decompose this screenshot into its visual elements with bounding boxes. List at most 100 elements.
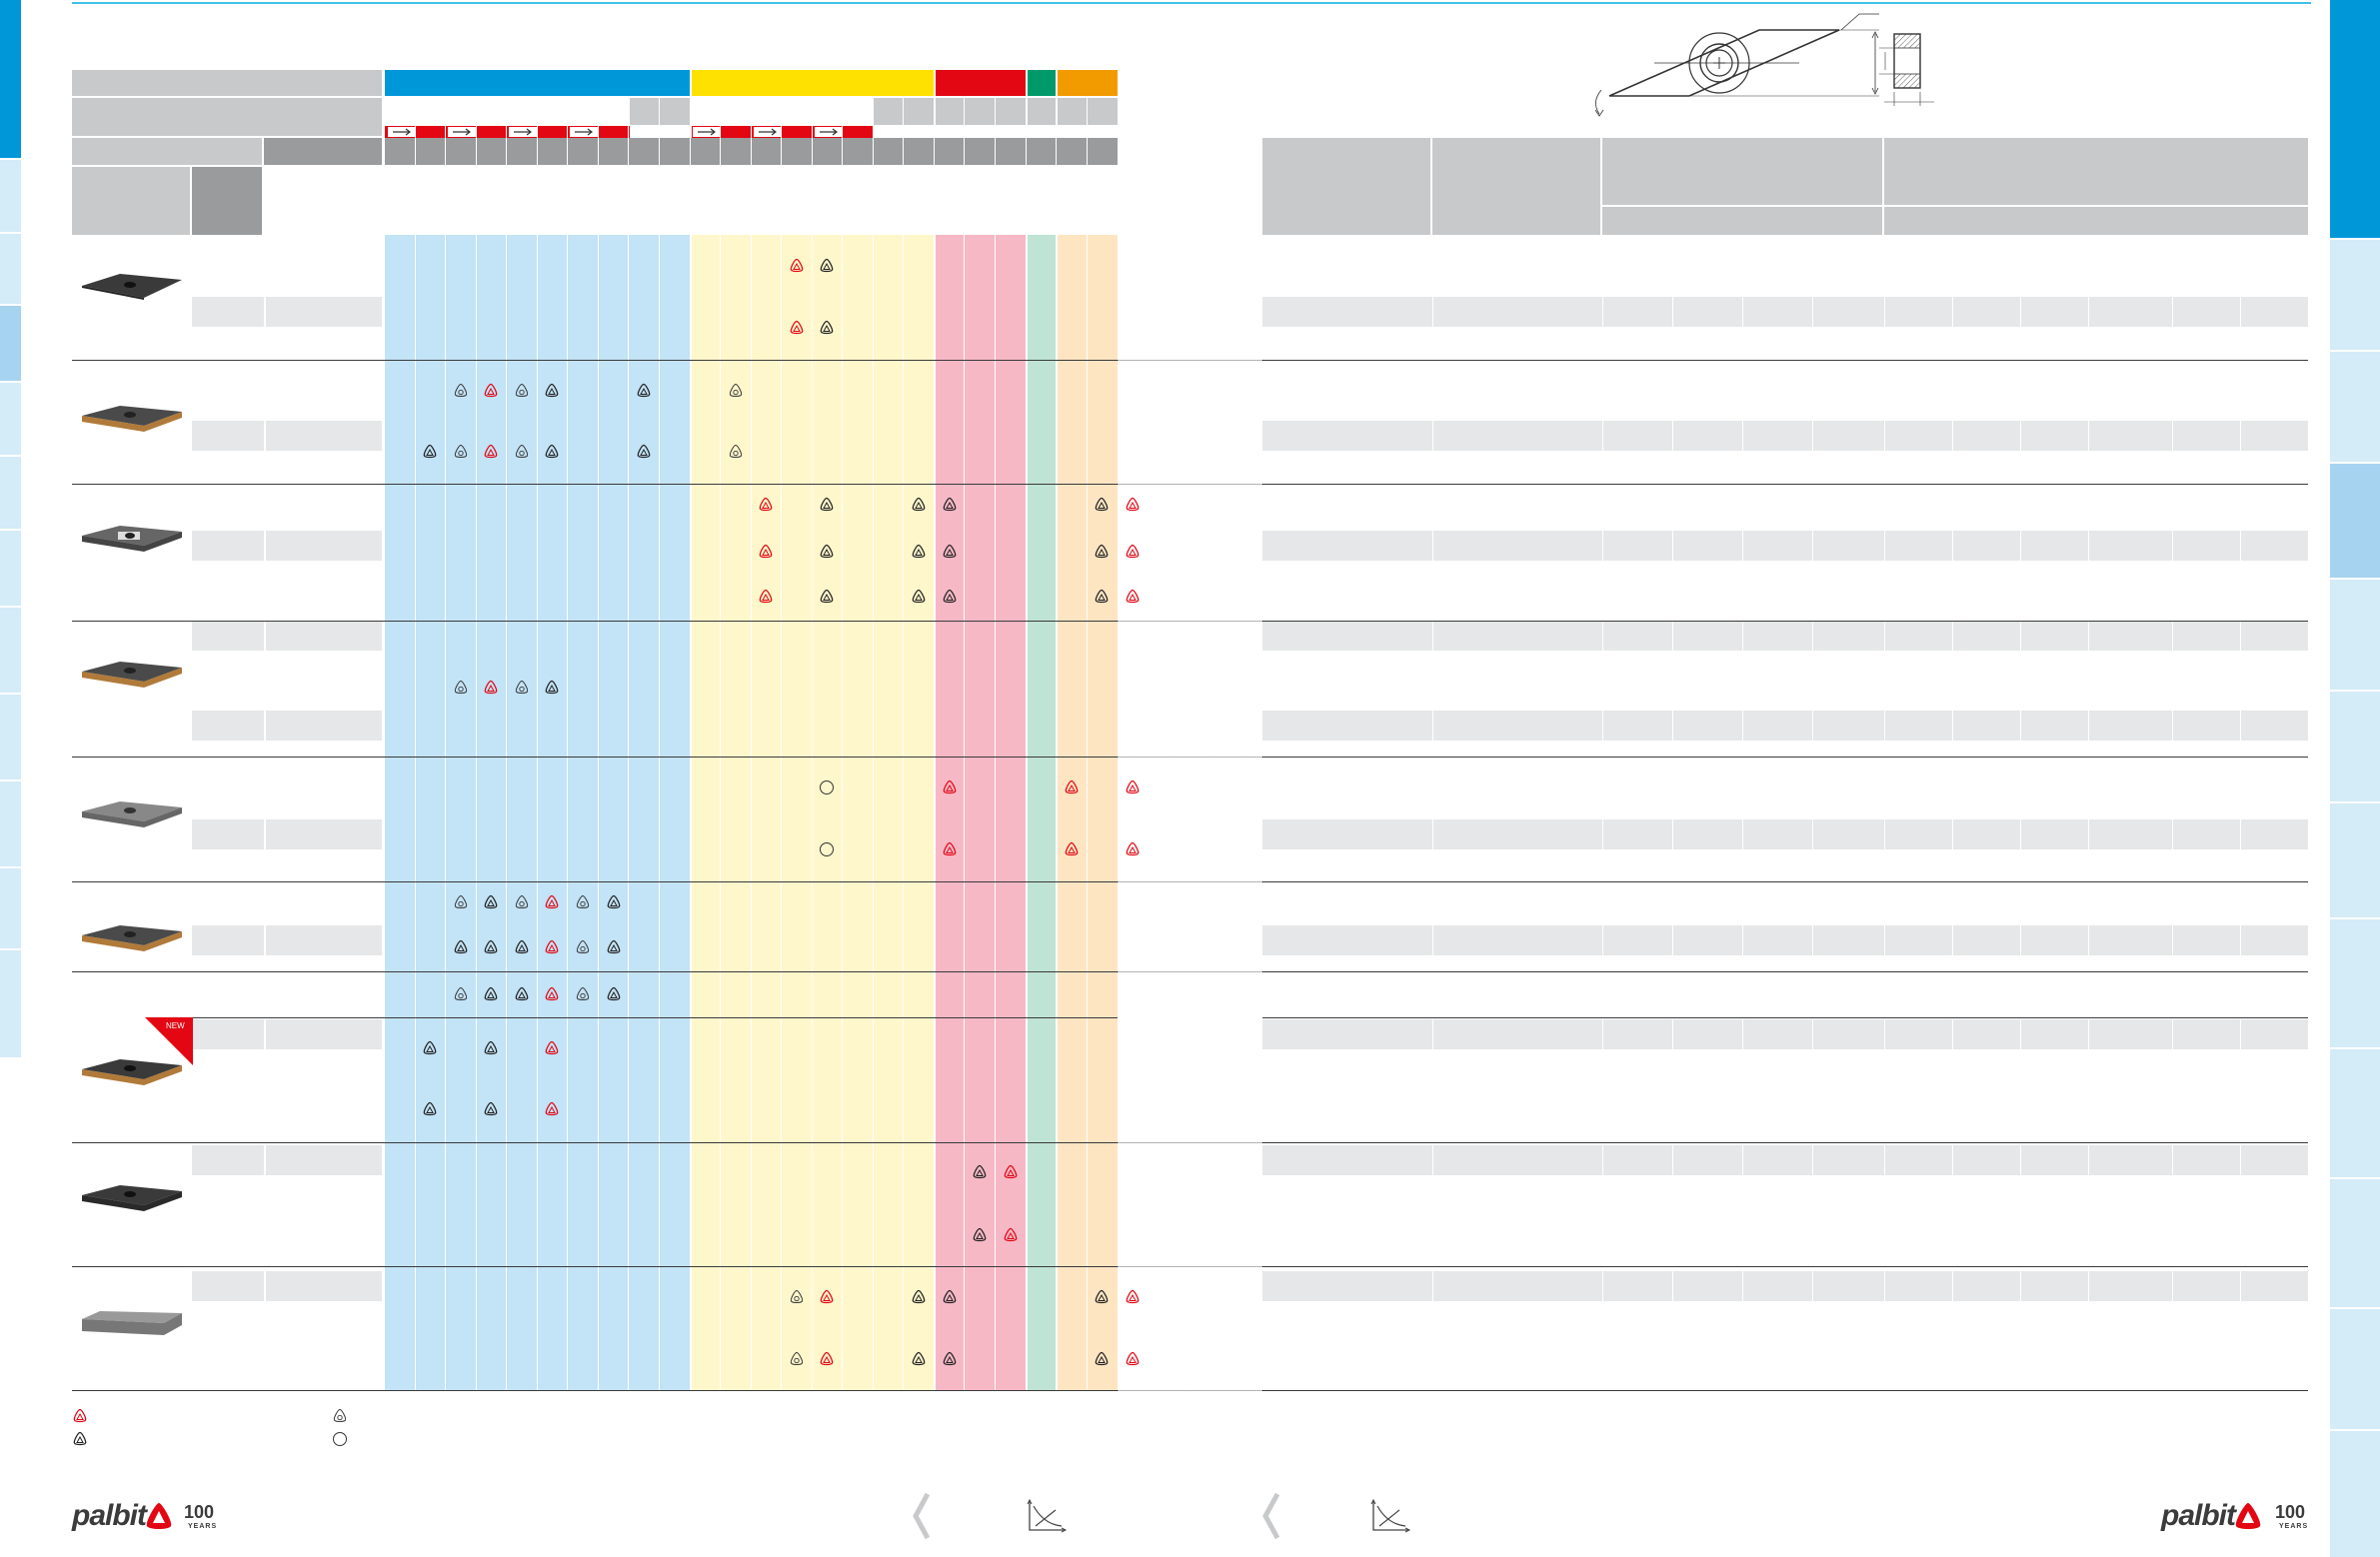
years-left: YEARS — [188, 1523, 218, 1530]
left-tab-8[interactable] — [0, 608, 21, 693]
insert-marker-black-icon — [943, 589, 957, 604]
page-prev-right-icon[interactable] — [1261, 1492, 1279, 1540]
column-separator — [995, 98, 996, 1390]
stripe-cell-ref — [192, 531, 264, 561]
column-separator — [598, 98, 599, 1390]
insert-image-7 — [82, 1059, 182, 1085]
group-rule-left — [72, 1142, 1118, 1143]
insert-marker-outline-icon — [576, 939, 590, 953]
left-tab-5[interactable] — [0, 383, 21, 455]
right-tab-8[interactable] — [2330, 919, 2380, 1047]
insert-image-1 — [82, 274, 182, 300]
right-tab-2[interactable] — [2330, 240, 2380, 350]
right-column-separator — [2088, 235, 2089, 1390]
insert-image-9 — [82, 1311, 182, 1335]
left-tab-9[interactable] — [0, 695, 21, 779]
stripe-cell-code — [266, 819, 382, 849]
cutting-graph-left-icon[interactable] — [1026, 1498, 1068, 1534]
insert-marker-black-icon — [545, 444, 559, 459]
insert-marker-outline-icon — [454, 383, 468, 397]
column-separator — [903, 98, 904, 1390]
insert-marker-black-icon — [943, 544, 957, 559]
stripe-cell-code — [266, 1145, 382, 1175]
right-column-separator — [1602, 235, 1603, 1390]
group-rule-left — [72, 881, 1118, 882]
left-tab-6[interactable] — [0, 457, 21, 529]
insert-marker-red-icon — [1065, 779, 1079, 794]
insert-marker-red-icon — [943, 779, 957, 794]
group-header-k-red — [936, 70, 1026, 96]
right-tab-5[interactable] — [2330, 580, 2380, 690]
insert-marker-red-icon — [943, 841, 957, 856]
insert-marker-red-icon — [1004, 1164, 1018, 1179]
left-tab-7[interactable] — [0, 531, 21, 606]
left-tab-11[interactable] — [0, 868, 21, 948]
insert-marker-outline-icon — [576, 894, 590, 908]
arrow-bar-p — [385, 126, 630, 138]
right-tab-7[interactable] — [2330, 803, 2380, 917]
stripe-row-right — [1262, 421, 2308, 451]
right-tab-12[interactable] — [2330, 1431, 2380, 1557]
column-separator — [690, 98, 691, 1390]
subgroup-gray-3 — [936, 98, 1026, 125]
subgroup-gray-4 — [1028, 98, 1056, 125]
insert-marker-black-icon — [484, 1101, 498, 1116]
insert-marker-black-icon — [454, 939, 468, 954]
cutting-graph-right-icon[interactable] — [1369, 1498, 1411, 1534]
right-tab-10[interactable] — [2330, 1179, 2380, 1307]
header-cell-type — [72, 98, 382, 136]
stripe-cell-code — [266, 925, 382, 955]
stripe-cell-ref — [192, 711, 264, 741]
insert-marker-black-icon — [912, 544, 926, 559]
column-separator — [628, 98, 629, 1390]
insert-marker-black-icon — [912, 497, 926, 512]
right-column-separator — [1812, 235, 1813, 1390]
right-tab-11[interactable] — [2330, 1309, 2380, 1429]
subgroup-gray-1 — [630, 98, 690, 125]
column-separator — [781, 98, 782, 1390]
insert-marker-outline-icon — [454, 894, 468, 908]
column-separator — [751, 98, 752, 1390]
insert-marker-black-icon — [1095, 589, 1109, 604]
stripe-cell-ref — [192, 819, 264, 849]
stripe-cell-ref — [192, 297, 264, 327]
header-cell-dark — [264, 138, 382, 165]
group-rule-left — [72, 1266, 1118, 1267]
stripe-cell-ref — [192, 925, 264, 955]
right-tab-9[interactable] — [2330, 1049, 2380, 1177]
left-tab-2[interactable] — [0, 160, 21, 232]
insert-marker-black-icon — [423, 1040, 437, 1055]
group-rule-dotted — [1118, 360, 1262, 361]
group-rule-right — [1262, 971, 2308, 972]
group-rule-right — [1262, 1142, 2308, 1143]
insert-marker-red-icon — [759, 544, 773, 559]
left-tab-1[interactable] — [0, 0, 21, 158]
page-prev-left-icon[interactable] — [912, 1492, 930, 1540]
right-tab-3[interactable] — [2330, 352, 2380, 462]
insert-marker-red-icon — [545, 986, 559, 1001]
right-tab-1[interactable] — [2330, 0, 2380, 238]
top-rule — [72, 2, 2311, 4]
insert-marker-outline-icon — [790, 1351, 804, 1365]
group-rule-right — [1262, 621, 2308, 622]
left-tab-12[interactable] — [0, 950, 21, 1057]
left-tab-10[interactable] — [0, 781, 21, 866]
right-header-cell-4 — [1884, 138, 2308, 205]
group-rule-dotted — [1118, 971, 1262, 972]
left-tab-4[interactable] — [0, 306, 21, 381]
right-tab-6[interactable] — [2330, 692, 2380, 801]
insert-image-4 — [82, 662, 182, 688]
column-body-orange — [1058, 235, 1118, 1390]
insert-marker-black-icon — [484, 939, 498, 954]
insert-marker-red-icon — [484, 383, 498, 398]
insert-marker-outline-icon — [333, 1408, 347, 1422]
insert-marker-outline-icon — [454, 444, 468, 458]
anniversary-right: 100 — [2275, 1502, 2306, 1522]
right-tab-4[interactable] — [2330, 464, 2380, 578]
arrow-right-icon — [388, 127, 416, 137]
left-tab-3[interactable] — [0, 234, 21, 304]
column-separator — [1087, 98, 1088, 1390]
stripe-row-right — [1262, 925, 2308, 955]
insert-marker-black-icon — [607, 986, 621, 1001]
stripe-row-right — [1262, 621, 2308, 651]
